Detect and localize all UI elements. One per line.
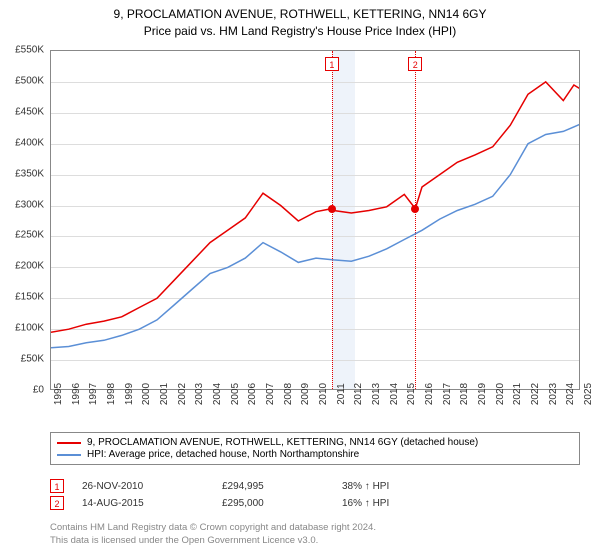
x-tick-label: 1995 <box>53 383 64 405</box>
chart-container: 9, PROCLAMATION AVENUE, ROTHWELL, KETTER… <box>0 0 600 560</box>
x-tick-label: 2010 <box>318 383 329 405</box>
x-tick-label: 2013 <box>371 383 382 405</box>
legend-row: 9, PROCLAMATION AVENUE, ROTHWELL, KETTER… <box>57 437 573 448</box>
x-tick-label: 2005 <box>230 383 241 405</box>
sale-marker-box: 1 <box>325 57 339 71</box>
x-tick-label: 2004 <box>212 383 223 405</box>
footer-line2: This data is licensed under the Open Gov… <box>50 535 580 548</box>
sales-date: 14-AUG-2015 <box>82 498 222 509</box>
legend-row: HPI: Average price, detached house, Nort… <box>57 449 573 460</box>
sales-diff: 38% ↑ HPI <box>342 481 482 492</box>
title-line1: 9, PROCLAMATION AVENUE, ROTHWELL, KETTER… <box>0 6 600 23</box>
x-tick-label: 2023 <box>548 383 559 405</box>
y-tick-label: £100K <box>0 323 44 334</box>
sale-marker-box: 2 <box>408 57 422 71</box>
sales-row: 2 14-AUG-2015£295,00016% ↑ HPI <box>50 496 580 510</box>
x-tick-label: 2001 <box>159 383 170 405</box>
x-tick-label: 2008 <box>283 383 294 405</box>
series-property <box>51 82 580 332</box>
x-tick-label: 1996 <box>71 383 82 405</box>
x-tick-label: 2000 <box>141 383 152 405</box>
x-tick-label: 2020 <box>495 383 506 405</box>
y-tick-label: £0 <box>0 385 44 396</box>
x-tick-label: 2015 <box>406 383 417 405</box>
plot-region: 12 <box>50 50 580 390</box>
footer: Contains HM Land Registry data © Crown c… <box>50 522 580 548</box>
sales-table: 1 26-NOV-2010£294,99538% ↑ HPI 2 14-AUG-201… <box>50 476 580 513</box>
y-tick-label: £150K <box>0 292 44 303</box>
x-tick-label: 2002 <box>177 383 188 405</box>
x-tick-label: 2018 <box>459 383 470 405</box>
x-tick-label: 2006 <box>247 383 258 405</box>
series-svg <box>51 51 580 390</box>
sale-dot <box>328 205 336 213</box>
y-tick-label: £450K <box>0 106 44 117</box>
legend-swatch <box>57 442 81 444</box>
x-tick-label: 2025 <box>583 383 594 405</box>
title-line2: Price paid vs. HM Land Registry's House … <box>0 23 600 40</box>
y-tick-label: £300K <box>0 199 44 210</box>
y-tick-label: £500K <box>0 75 44 86</box>
x-tick-label: 2019 <box>477 383 488 405</box>
y-tick-label: £400K <box>0 137 44 148</box>
sales-row: 1 26-NOV-2010£294,99538% ↑ HPI <box>50 479 580 493</box>
x-tick-label: 2017 <box>442 383 453 405</box>
series-hpi <box>51 124 580 348</box>
x-tick-label: 2021 <box>512 383 523 405</box>
sales-price: £295,000 <box>222 498 342 509</box>
sales-index-box: 2 <box>50 496 64 510</box>
sales-date: 26-NOV-2010 <box>82 481 222 492</box>
chart-area: 12 £0£50K£100K£150K£200K£250K£300K£350K£… <box>50 50 580 390</box>
x-tick-label: 2012 <box>353 383 364 405</box>
sales-index-box: 1 <box>50 479 64 493</box>
sale-dot <box>411 205 419 213</box>
x-tick-label: 2007 <box>265 383 276 405</box>
legend: 9, PROCLAMATION AVENUE, ROTHWELL, KETTER… <box>50 432 580 465</box>
y-tick-label: £250K <box>0 230 44 241</box>
y-tick-label: £550K <box>0 45 44 56</box>
y-tick-label: £350K <box>0 168 44 179</box>
y-tick-label: £200K <box>0 261 44 272</box>
x-tick-label: 2014 <box>389 383 400 405</box>
chart-title: 9, PROCLAMATION AVENUE, ROTHWELL, KETTER… <box>0 0 600 40</box>
legend-label: 9, PROCLAMATION AVENUE, ROTHWELL, KETTER… <box>87 437 478 448</box>
legend-swatch <box>57 454 81 456</box>
legend-label: HPI: Average price, detached house, Nort… <box>87 449 359 460</box>
sales-price: £294,995 <box>222 481 342 492</box>
sales-diff: 16% ↑ HPI <box>342 498 482 509</box>
x-tick-label: 1997 <box>88 383 99 405</box>
x-tick-label: 2024 <box>565 383 576 405</box>
y-tick-label: £50K <box>0 354 44 365</box>
x-tick-label: 2009 <box>300 383 311 405</box>
x-tick-label: 1999 <box>124 383 135 405</box>
x-tick-label: 2016 <box>424 383 435 405</box>
x-tick-label: 2022 <box>530 383 541 405</box>
x-tick-label: 1998 <box>106 383 117 405</box>
footer-line1: Contains HM Land Registry data © Crown c… <box>50 522 580 535</box>
x-tick-label: 2003 <box>194 383 205 405</box>
x-tick-label: 2011 <box>336 383 347 405</box>
